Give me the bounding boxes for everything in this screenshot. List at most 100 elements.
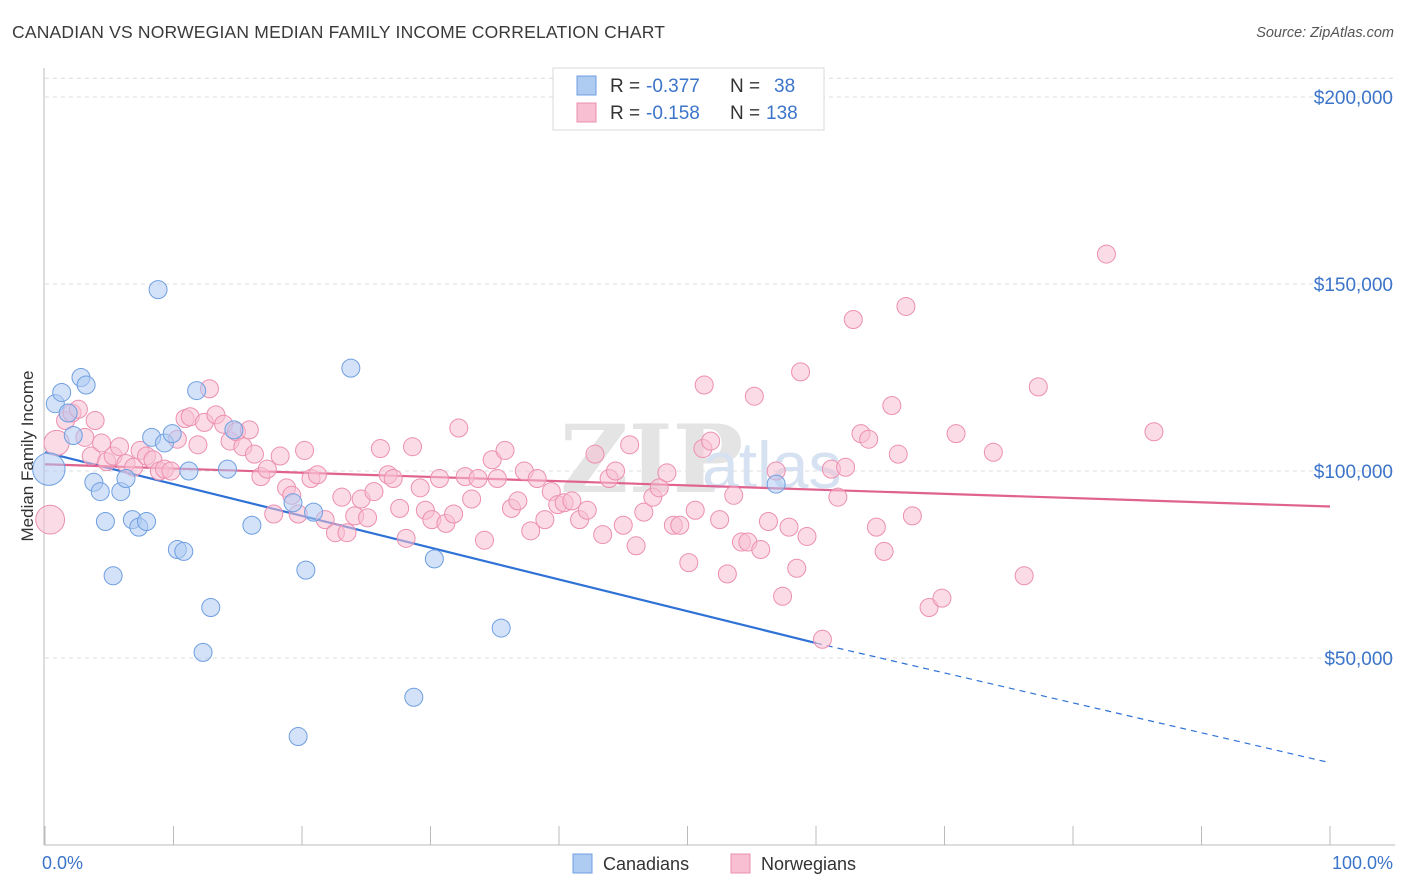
norwegian-point <box>828 487 848 507</box>
canadian-point <box>242 515 262 535</box>
canadian-point <box>224 420 244 440</box>
norwegian-point <box>1028 377 1048 397</box>
norwegian-point <box>1014 566 1034 586</box>
legend-swatch-norwegians <box>576 102 597 123</box>
norwegian-point <box>370 439 390 459</box>
norwegian-point <box>888 444 908 464</box>
norwegian-point <box>787 558 807 578</box>
norwegian-point <box>390 498 410 518</box>
norwegian-point <box>487 468 507 488</box>
norwegian-point <box>188 435 208 455</box>
legend-swatch-canadians <box>576 75 597 96</box>
norwegian-point <box>919 598 939 618</box>
x-tick-label: 100.0% <box>1332 853 1393 873</box>
norwegian-point <box>896 296 916 316</box>
norwegian-point <box>634 502 654 522</box>
canadian-point <box>283 493 303 513</box>
norwegian-point <box>593 525 613 545</box>
canadian-point <box>404 687 424 707</box>
x-tick-labels: 0.0% 100.0% <box>42 853 1393 873</box>
canadian-point <box>174 541 194 561</box>
canadian-point <box>90 482 110 502</box>
norwegian-point <box>773 586 793 606</box>
norwegian-point <box>383 468 403 488</box>
norwegian-point <box>358 508 378 528</box>
canadian-point <box>162 424 182 444</box>
y-tick-label: $150,000 <box>1314 275 1393 296</box>
norwegian-point <box>932 588 952 608</box>
canadian-point <box>217 459 237 479</box>
canadian-point <box>76 375 96 395</box>
norwegian-point <box>474 530 494 550</box>
canadian-point <box>341 358 361 378</box>
legend-r-value-2: -0.158 <box>646 103 700 124</box>
canadian-point <box>201 598 221 618</box>
norwegian-point <box>694 375 714 395</box>
legend-r-label-1: R = <box>610 76 640 97</box>
canadian-point <box>137 511 157 531</box>
bottom-legend-swatch-canadians <box>572 853 593 874</box>
canadians-trend-extension <box>815 642 1331 764</box>
y-axis-label: Median Family Income <box>18 370 37 541</box>
canadian-point <box>304 502 324 522</box>
norwegian-point <box>585 444 605 464</box>
bottom-legend-norwegians: Norwegians <box>761 854 856 874</box>
canadians-trend-line <box>44 451 817 645</box>
norwegian-point <box>257 459 277 479</box>
legend-r-value-1: -0.377 <box>646 76 700 97</box>
norwegian-point <box>946 424 966 444</box>
canadian-point <box>116 468 136 488</box>
norwegian-point <box>626 536 646 556</box>
norwegian-point <box>1096 244 1116 264</box>
norwegian-point <box>577 500 597 520</box>
norwegian-point <box>444 504 464 524</box>
norwegian-point <box>85 411 105 431</box>
norwegian-point <box>295 440 315 460</box>
canadian-point <box>58 403 78 423</box>
norwegian-point <box>670 515 690 535</box>
canadian-point <box>288 727 308 747</box>
norwegian-point <box>866 517 886 537</box>
norwegian-point <box>468 468 488 488</box>
x-tick-label: 0.0% <box>42 853 83 873</box>
canadian-point <box>63 425 83 445</box>
legend-n-value-2: 138 <box>766 103 798 124</box>
canadian-point <box>491 618 511 638</box>
source-label: Source: ZipAtlas.com <box>1256 25 1394 41</box>
chart-title: CANADIAN VS NORWEGIAN MEDIAN FAMILY INCO… <box>12 22 666 42</box>
norwegian-point <box>429 468 449 488</box>
norwegian-point <box>657 463 677 483</box>
norwegian-point <box>396 528 416 548</box>
canadian-point <box>187 381 207 401</box>
canadian-point <box>424 549 444 569</box>
canadian-point <box>766 474 786 494</box>
bottom-legend: Canadians Norwegians <box>572 853 856 874</box>
norwegian-point <box>791 362 811 382</box>
norwegian-point <box>403 437 423 457</box>
y-tick-label: $200,000 <box>1314 88 1393 109</box>
norwegian-point <box>751 540 771 560</box>
canadian-point <box>32 452 66 486</box>
legend-box: R = -0.377 N = 38 R = -0.158 N = 138 <box>552 67 825 131</box>
norwegian-point <box>364 482 384 502</box>
norwegian-point <box>110 437 130 457</box>
canadian-point <box>296 560 316 580</box>
norwegian-point <box>874 541 894 561</box>
norwegian-point <box>606 461 626 481</box>
norwegian-point <box>710 510 730 530</box>
norwegian-point <box>410 478 430 498</box>
norwegian-point <box>679 553 699 573</box>
legend-n-label-1: N = <box>730 76 760 97</box>
data-points <box>32 244 1164 747</box>
norwegian-point <box>535 510 555 530</box>
norwegian-point <box>649 478 669 498</box>
legend-r-label-2: R = <box>610 103 640 124</box>
norwegian-point <box>812 629 832 649</box>
norwegian-point <box>744 386 764 406</box>
norwegian-point <box>521 521 541 541</box>
y-tick-labels: $50,000 $100,000 $150,000 $200,000 <box>1314 88 1393 670</box>
norwegian-point <box>462 489 482 509</box>
norwegian-point <box>758 511 778 531</box>
norwegian-point <box>332 487 352 507</box>
